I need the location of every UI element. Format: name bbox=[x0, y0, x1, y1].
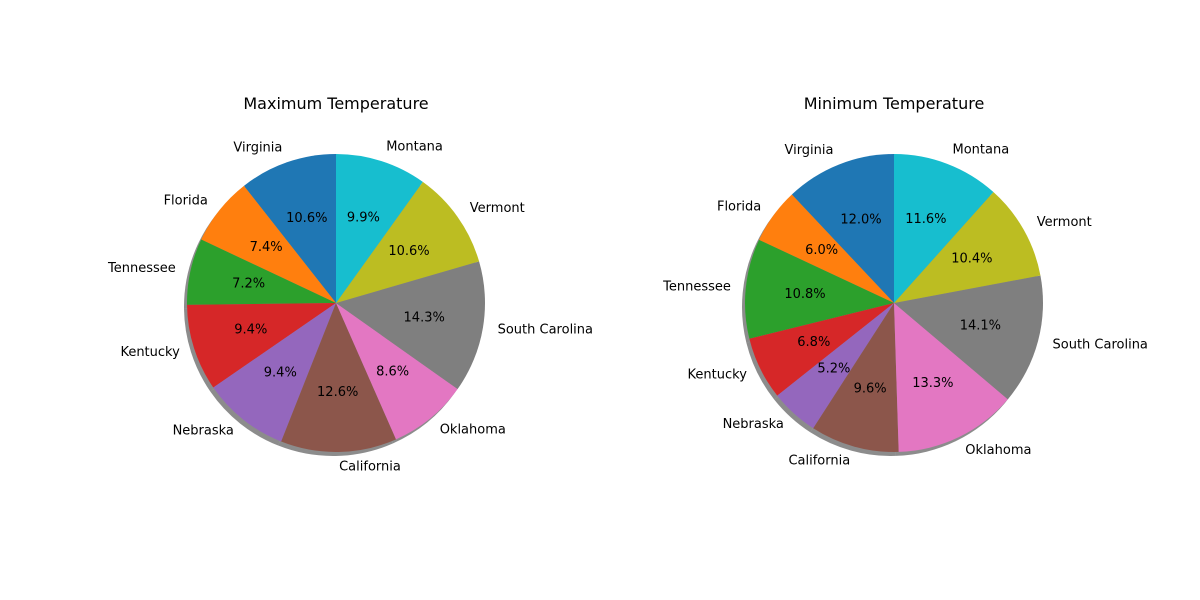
pie-wedges bbox=[186, 154, 485, 453]
pct-label-kentucky: 6.8% bbox=[797, 335, 830, 350]
slice-label-tennessee: Tennessee bbox=[662, 280, 731, 295]
chart-title-min: Minimum Temperature bbox=[804, 94, 985, 113]
pct-label-oklahoma: 13.3% bbox=[912, 376, 953, 391]
pie-slice-california bbox=[813, 303, 899, 453]
slice-label-virginia: Virginia bbox=[233, 141, 282, 156]
pie-slice-nebraska bbox=[777, 303, 894, 429]
pie-slice-oklahoma bbox=[336, 303, 458, 440]
pct-label-tennessee: 10.8% bbox=[784, 287, 825, 302]
pie-slice-virginia bbox=[791, 154, 894, 303]
pct-label-south-carolina: 14.1% bbox=[960, 318, 1001, 333]
slice-label-south-carolina: South Carolina bbox=[498, 323, 593, 338]
slice-label-california: California bbox=[339, 459, 401, 474]
slice-label-montana: Montana bbox=[953, 142, 1010, 157]
slice-label-south-carolina: South Carolina bbox=[1053, 337, 1148, 352]
pie-slice-florida bbox=[759, 194, 894, 303]
min-temperature-pie-chart: Minimum Temperature Virginia 12.0% Florida… bbox=[662, 94, 1148, 468]
slice-label-florida: Florida bbox=[164, 193, 208, 208]
pie-slice-california bbox=[281, 303, 397, 453]
pct-label-virginia: 10.6% bbox=[286, 211, 327, 226]
slice-label-kentucky: Kentucky bbox=[688, 368, 748, 383]
pct-label-kentucky: 9.4% bbox=[234, 323, 267, 338]
slice-label-oklahoma: Oklahoma bbox=[440, 422, 506, 437]
pct-label-florida: 6.0% bbox=[805, 243, 838, 258]
pie-slice-nebraska bbox=[213, 303, 336, 442]
chart-title-max: Maximum Temperature bbox=[243, 94, 428, 113]
slice-label-tennessee: Tennessee bbox=[107, 261, 176, 276]
pie-slice-florida bbox=[201, 185, 336, 303]
max-temperature-pie-chart: Maximum Temperature Virginia 10.6% Florida… bbox=[107, 94, 593, 474]
pct-label-vermont: 10.6% bbox=[388, 244, 429, 259]
slice-label-florida: Florida bbox=[717, 199, 761, 214]
pct-label-virginia: 12.0% bbox=[840, 212, 881, 227]
slice-label-california: California bbox=[788, 453, 850, 468]
slice-label-kentucky: Kentucky bbox=[120, 345, 180, 360]
pie-slice-kentucky bbox=[187, 303, 336, 388]
pct-label-california: 9.6% bbox=[854, 382, 887, 397]
pie-slice-vermont bbox=[336, 181, 480, 303]
slice-label-oklahoma: Oklahoma bbox=[965, 443, 1031, 458]
pct-label-tennessee: 7.2% bbox=[232, 277, 265, 292]
pct-label-montana: 11.6% bbox=[905, 212, 946, 227]
pie-wedges bbox=[745, 154, 1044, 453]
pct-label-nebraska: 9.4% bbox=[264, 365, 297, 380]
pie-slice-south-carolina bbox=[894, 275, 1044, 400]
slice-label-virginia: Virginia bbox=[784, 143, 833, 158]
pie-slice-south-carolina bbox=[336, 261, 485, 390]
slice-label-vermont: Vermont bbox=[1037, 215, 1092, 230]
slice-label-montana: Montana bbox=[386, 140, 443, 155]
pie-slice-montana bbox=[894, 154, 994, 303]
slice-label-nebraska: Nebraska bbox=[723, 417, 784, 432]
slice-label-vermont: Vermont bbox=[470, 201, 525, 216]
pie-slice-tennessee bbox=[745, 239, 894, 339]
pie-slice-kentucky bbox=[749, 303, 894, 396]
pct-label-florida: 7.4% bbox=[250, 240, 283, 255]
pct-label-nebraska: 5.2% bbox=[817, 362, 850, 377]
pie-slice-vermont bbox=[894, 192, 1041, 303]
pie-slice-tennessee bbox=[186, 239, 336, 305]
pie-slice-montana bbox=[336, 154, 423, 303]
pct-label-california: 12.6% bbox=[317, 385, 358, 400]
pie-slice-oklahoma bbox=[894, 303, 1008, 452]
pct-label-montana: 9.9% bbox=[347, 210, 380, 225]
slice-label-nebraska: Nebraska bbox=[173, 424, 234, 439]
pct-label-oklahoma: 8.6% bbox=[376, 365, 409, 380]
pct-label-vermont: 10.4% bbox=[951, 252, 992, 267]
pct-label-south-carolina: 14.3% bbox=[404, 310, 445, 325]
pie-slice-virginia bbox=[243, 154, 336, 303]
